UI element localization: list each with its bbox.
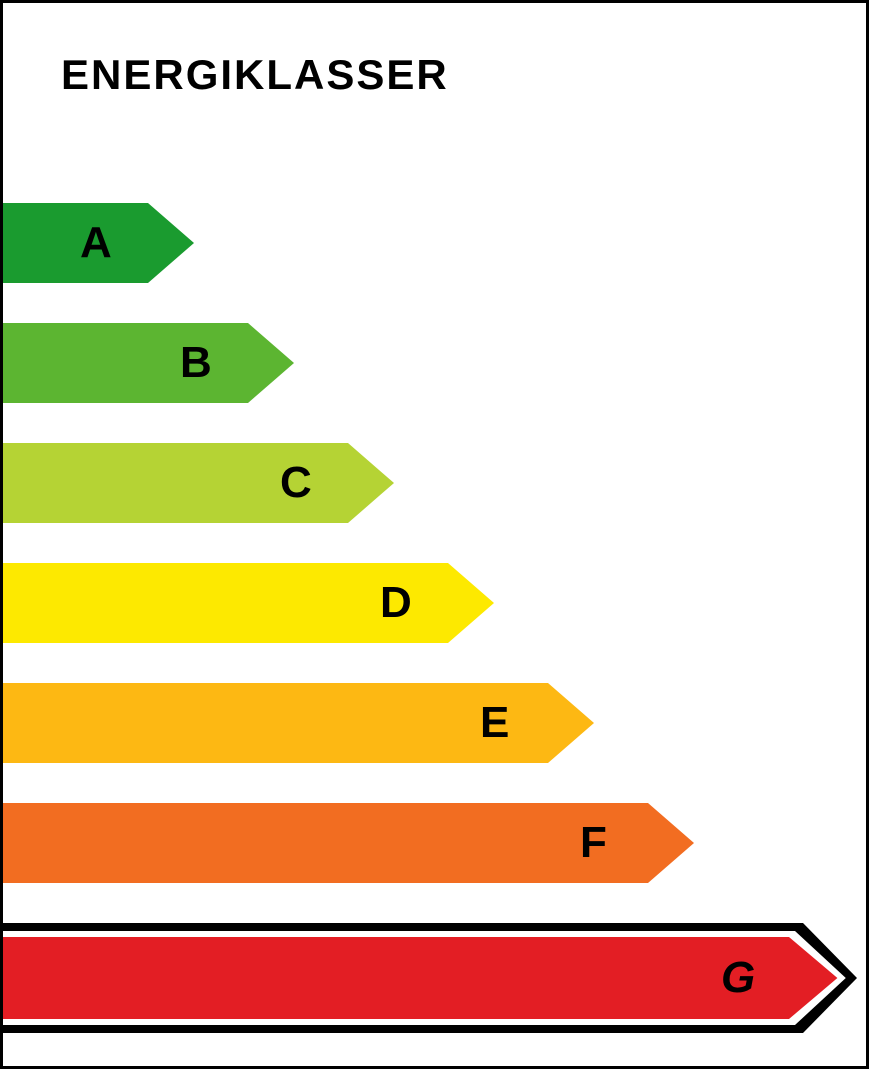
energy-arrow-e: E (3, 683, 866, 763)
energy-arrow-label: G (721, 953, 755, 1003)
energy-arrow-label: D (380, 578, 412, 628)
page-title: ENERGIKLASSER (61, 51, 449, 99)
energy-arrows: A B C D E F G (3, 203, 866, 1033)
energy-arrow-label: B (180, 338, 212, 388)
energy-arrow-label: E (480, 698, 509, 748)
energy-arrow-label: C (280, 458, 312, 508)
energy-label-container: ENERGIKLASSER A B C D E F G (0, 0, 869, 1069)
energy-arrow-g: G (3, 923, 866, 1033)
energy-arrow-label: A (80, 218, 112, 268)
energy-arrow-d: D (3, 563, 866, 643)
energy-arrow-c: C (3, 443, 866, 523)
energy-arrow-label: F (580, 818, 607, 868)
energy-arrow-f: F (3, 803, 866, 883)
energy-arrow-a: A (3, 203, 866, 283)
energy-arrow-b: B (3, 323, 866, 403)
